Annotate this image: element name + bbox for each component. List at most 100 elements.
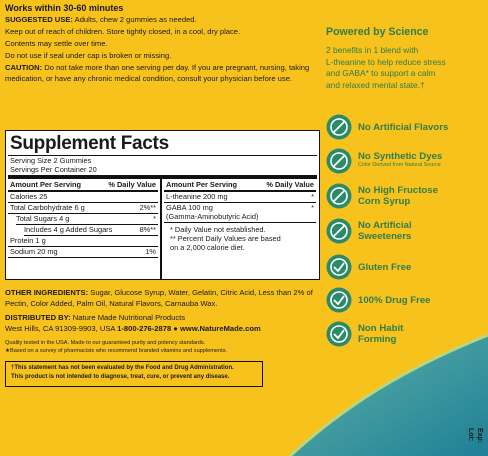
- feature-name: Sweeteners: [358, 231, 412, 242]
- rule: [8, 257, 158, 258]
- exp: Exp:: [476, 428, 483, 444]
- feature-name: Gluten Free: [358, 262, 412, 273]
- ingredients-text: Pectin, Color Added, Palm Oil, Natural F…: [5, 299, 218, 308]
- facts-title: Supplement Facts: [10, 133, 169, 154]
- servings: Servings Per Container 20: [10, 165, 97, 174]
- storage: Keep out of reach of children. Store tig…: [5, 27, 241, 36]
- rule: [24, 235, 158, 236]
- rule: [164, 222, 316, 223]
- rule: [8, 246, 158, 247]
- feature-icon: [326, 148, 352, 174]
- icon-check: [333, 329, 345, 340]
- feature-name: No Artificial: [358, 220, 412, 231]
- rule: [8, 190, 158, 192]
- body-line: and GABA* to support a calm: [326, 68, 436, 79]
- icon-circle: [326, 254, 352, 280]
- right-body: 2 benefits in 1 blend with L-theanine to …: [326, 45, 446, 91]
- ingredients-text: Sugar, Glucose Syrup, Water, Gelatin, Ci…: [90, 288, 313, 297]
- feature-sub: Color Derived from Natural Source: [358, 162, 441, 168]
- facts-left: Amount Per Serving % Daily Value Calories …: [8, 179, 158, 279]
- phone: 1-800-276-2878 ● www.NatureMade.com: [117, 324, 261, 333]
- feature-name: No Artificial Flavors: [358, 122, 449, 133]
- footnote: ** Percent Daily Values are based: [170, 234, 281, 243]
- feature: No Artificial Sweeteners: [326, 218, 486, 248]
- daily-value: 8%**: [139, 225, 156, 234]
- caution-line: CAUTION: Do not take more than one servi…: [5, 63, 309, 73]
- icon-strike: [332, 120, 346, 134]
- caution-text: medication, or have any chronic medical …: [5, 74, 293, 83]
- ingredients-line: OTHER INGREDIENTS: Sugar, Glucose Syrup,…: [5, 288, 313, 298]
- right-title: Powered by Science: [326, 26, 429, 38]
- serving-size: Serving Size 2 Gummies: [10, 156, 92, 165]
- header-amount: Amount Per Serving: [10, 180, 82, 189]
- distributor-label: DISTRIBUTED BY:: [5, 313, 71, 322]
- footnote: on a 2,000 calorie diet.: [170, 243, 245, 252]
- distributor-address: West Hills, CA 91309-9903, USA 1-800-276…: [5, 324, 261, 334]
- rule: [164, 202, 316, 203]
- disclaimer: This product is not intended to diagnose…: [11, 374, 230, 380]
- icon-ring: [330, 152, 348, 170]
- feature-name: No Synthetic Dyes: [358, 151, 443, 162]
- rule: [8, 213, 158, 214]
- icon-check: [333, 295, 345, 306]
- use-label: SUGGESTED USE:: [5, 15, 73, 24]
- body-line: L-theanine to help reduce stress: [326, 56, 446, 67]
- quality: ★Based on a survey of pharmacists who re…: [5, 348, 228, 354]
- address: West Hills, CA 91309-9903, USA: [5, 324, 116, 333]
- daily-value: 2%**: [139, 203, 156, 212]
- disclaimer-box: †This statement has not been evaluated b…: [5, 361, 263, 387]
- distributor-line: DISTRIBUTED BY: Nature Made Nutritional …: [5, 313, 185, 323]
- supplement-facts: Supplement Facts Serving Size 2 Gummies …: [5, 130, 320, 280]
- feature-name: 100% Drug Free: [358, 295, 431, 306]
- feature-icon: [326, 183, 352, 209]
- feature-name: Non Habit: [358, 323, 404, 334]
- nutrient: L-theanine 200 mg: [166, 192, 228, 201]
- use-line: SUGGESTED USE: Adults, chew 2 gummies as…: [5, 15, 197, 25]
- feature-name: No High Fructose: [358, 185, 438, 196]
- icon-circle: [326, 287, 352, 313]
- nutrient: Total Sugars 4 g: [16, 214, 70, 223]
- nutrient: Total Carbohydrate 6 g: [10, 203, 85, 212]
- header-amount: Amount Per Serving: [166, 180, 238, 189]
- daily-value: *: [311, 203, 314, 212]
- feature-name: Corn Syrup: [358, 196, 411, 207]
- seal: Do not use if seal under cap is broken o…: [5, 51, 172, 60]
- feature-icon: [326, 218, 352, 244]
- header-dv: % Daily Value: [266, 180, 314, 189]
- rule: [164, 190, 316, 192]
- caution-label: CAUTION:: [5, 63, 43, 72]
- icon-strike: [332, 224, 346, 238]
- feature: Non Habit Forming: [326, 321, 486, 351]
- nutrient: Includes 4 g Added Sugars: [24, 225, 113, 234]
- icon-ring: [330, 187, 348, 205]
- nutrient-sub: (Gamma-Aminobutyric Acid): [166, 212, 259, 221]
- icon-strike: [332, 154, 346, 168]
- nutrient: Sodium 20 mg: [10, 247, 58, 256]
- ingredients-label: OTHER INGREDIENTS:: [5, 288, 89, 297]
- settle: Contents may settle over time.: [5, 39, 108, 48]
- icon-ring: [330, 222, 348, 240]
- icon-ring: [330, 118, 348, 136]
- body-line: and relaxed mental state.†: [326, 79, 425, 90]
- feature: No Synthetic Dyes Color Derived from Natu…: [326, 148, 486, 178]
- icon-circle: [326, 321, 352, 347]
- disclaimer: †This statement has not been evaluated b…: [11, 365, 234, 371]
- daily-value: *: [153, 214, 156, 223]
- rule: [16, 224, 158, 225]
- feature-icon: [326, 114, 352, 140]
- feature: 100% Drug Free: [326, 287, 486, 317]
- icon-ring: [330, 258, 348, 276]
- feature-icon: [326, 321, 352, 347]
- nutrient: GABA 100 mg: [166, 203, 213, 212]
- icon-ring: [330, 325, 348, 343]
- feature-name: Forming: [358, 334, 397, 345]
- icon-check: [333, 262, 345, 273]
- distributor-name: Nature Made Nutritional Products: [72, 313, 186, 322]
- feature: No High Fructose Corn Syrup: [326, 183, 486, 213]
- quality: Quality tested in the USA. Made to our g…: [5, 340, 206, 346]
- icon-ring: [330, 291, 348, 309]
- footnote: * Daily Value not established.: [170, 225, 266, 234]
- feature-icon: [326, 287, 352, 313]
